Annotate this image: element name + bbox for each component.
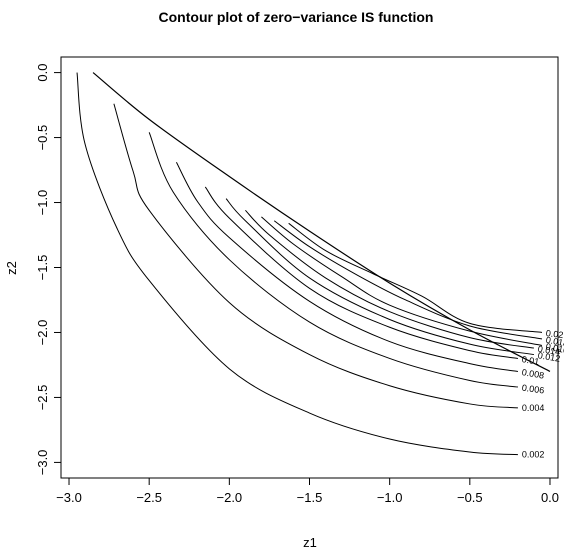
x-axis-label: z1 <box>303 535 317 550</box>
x-tick-label: −1.0 <box>377 490 403 505</box>
contour-line-0.014 <box>245 209 535 349</box>
y-axis-label: z2 <box>4 261 19 275</box>
x-tick-label: −3.0 <box>56 490 82 505</box>
y-tick-label: 0.0 <box>35 64 50 82</box>
contour-layer <box>76 72 551 456</box>
plot-frame <box>60 56 559 479</box>
contour-label-0.002: 0.002 <box>522 450 545 460</box>
contour-line-0.002 <box>76 72 518 456</box>
contour-line-0.018 <box>273 220 543 340</box>
x-tick-label: −1.5 <box>297 490 323 505</box>
y-axis: 0.0 −0.5 −1.0 −1.5 −2.0 −2.5 −3.0 <box>35 64 61 476</box>
chart-title: Contour plot of zero−variance IS functio… <box>159 9 434 25</box>
contour-label-layer: 0.002 0.004 0.006 0.0080.010.0120.0140.0160… <box>521 328 564 460</box>
boundary-curve <box>92 72 551 372</box>
x-tick-label: −0.5 <box>457 490 483 505</box>
y-tick-label: −0.5 <box>35 125 50 151</box>
contour-label-0.014: 0.014 <box>537 344 561 357</box>
contour-line-0.006 <box>148 132 518 388</box>
contour-label-0.008: 0.008 <box>521 367 545 380</box>
contour-line-0.01 <box>204 186 518 359</box>
contour-line-0.008 <box>175 162 518 372</box>
contour-label-0.016: 0.016 <box>545 341 564 355</box>
contour-label-0.006: 0.006 <box>521 383 545 396</box>
x-tick-label: −2.0 <box>217 490 243 505</box>
contour-label-0.01: 0.01 <box>521 354 540 367</box>
contour-label-0.012: 0.012 <box>537 350 561 363</box>
contour-label-0.004: 0.004 <box>522 403 545 413</box>
y-tick-label: −2.0 <box>35 320 50 346</box>
y-tick-label: −1.0 <box>35 190 50 216</box>
contour-label-0.02: 0.02 <box>545 328 564 340</box>
y-tick-label: −3.0 <box>35 450 50 476</box>
y-tick-label: −2.5 <box>35 385 50 411</box>
contour-line-0.016 <box>261 216 543 346</box>
x-tick-label: 0.0 <box>541 490 559 505</box>
x-axis: −3.0 −2.5 −2.0 −1.5 −1.0 −0.5 0.0 <box>56 478 559 505</box>
contour-label-0.018: 0.018 <box>545 335 564 349</box>
contour-line-0.004 <box>113 103 518 409</box>
x-tick-label: −2.5 <box>136 490 162 505</box>
contour-line-0.02 <box>288 222 543 333</box>
y-tick-label: −1.5 <box>35 255 50 281</box>
contour-line-0.012 <box>225 198 535 356</box>
